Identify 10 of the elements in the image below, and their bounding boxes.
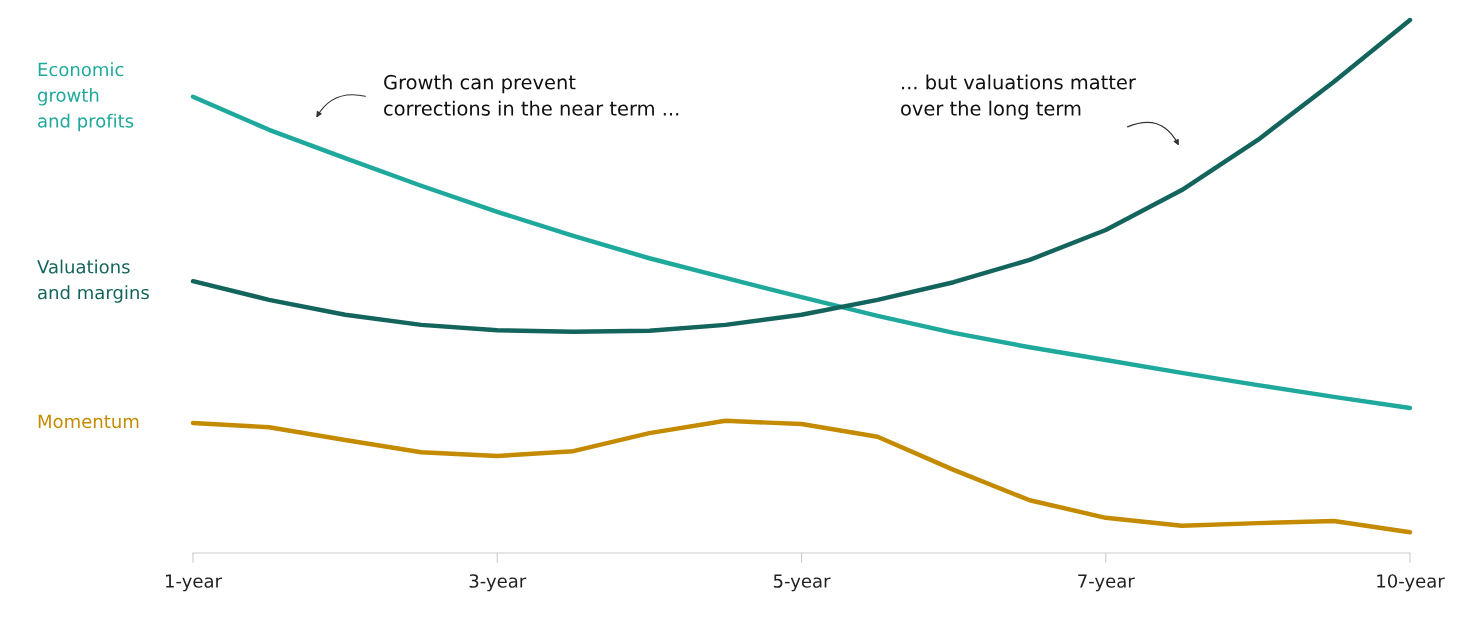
text: Momentum <box>38 414 139 429</box>
annotation: ... but valuations matter over the long term <box>901 74 1136 120</box>
x-tick-label: 7-year <box>1078 574 1135 592</box>
x-tick-label: 1-year <box>166 574 222 592</box>
text: Economic growth and profits <box>38 62 134 132</box>
annotation: Growth can prevent corrections in the near term ... <box>384 74 679 116</box>
x-tick-label: 10-year <box>1377 574 1445 592</box>
text: Valuations and margins <box>37 259 149 303</box>
x-tick-label: 5-year <box>773 574 831 592</box>
x-tick-label: 3-year <box>469 574 527 592</box>
